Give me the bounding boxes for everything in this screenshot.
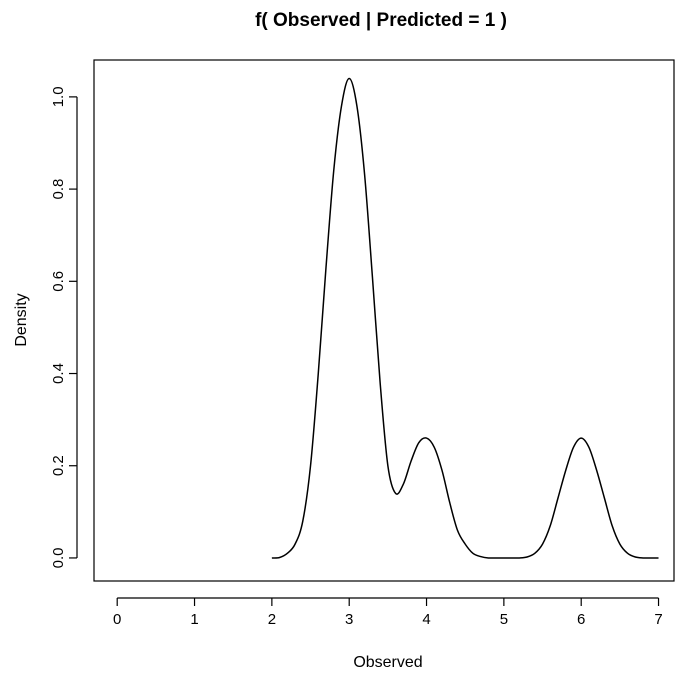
plot-frame [93, 59, 675, 582]
x-tick-label: 7 [654, 611, 662, 628]
density-curve [271, 77, 659, 559]
y-tick-label: 0.0 [50, 548, 67, 569]
x-tick-label: 4 [422, 611, 430, 628]
x-tick-label: 3 [345, 611, 353, 628]
y-tick-label: 0.2 [50, 455, 67, 476]
y-tick-label: 0.8 [50, 179, 67, 200]
y-axis-label: Density [13, 293, 30, 346]
y-axis: 0.0 0.2 0.4 0.6 0.8 1.0 [50, 86, 78, 569]
x-tick-label: 2 [268, 611, 276, 628]
chart-title: f( Observed | Predicted = 1 ) [255, 10, 507, 31]
y-tick-label: 0.4 [50, 363, 67, 384]
x-axis-label: Observed [353, 654, 422, 671]
x-tick-label: 6 [577, 611, 585, 628]
x-tick-label: 5 [500, 611, 508, 628]
x-tick-label: 1 [190, 611, 198, 628]
y-tick-label: 1.0 [50, 86, 67, 107]
y-tick-label: 0.6 [50, 271, 67, 292]
x-tick-label: 0 [113, 611, 121, 628]
x-axis: 0 1 2 3 4 5 6 7 [113, 597, 663, 628]
